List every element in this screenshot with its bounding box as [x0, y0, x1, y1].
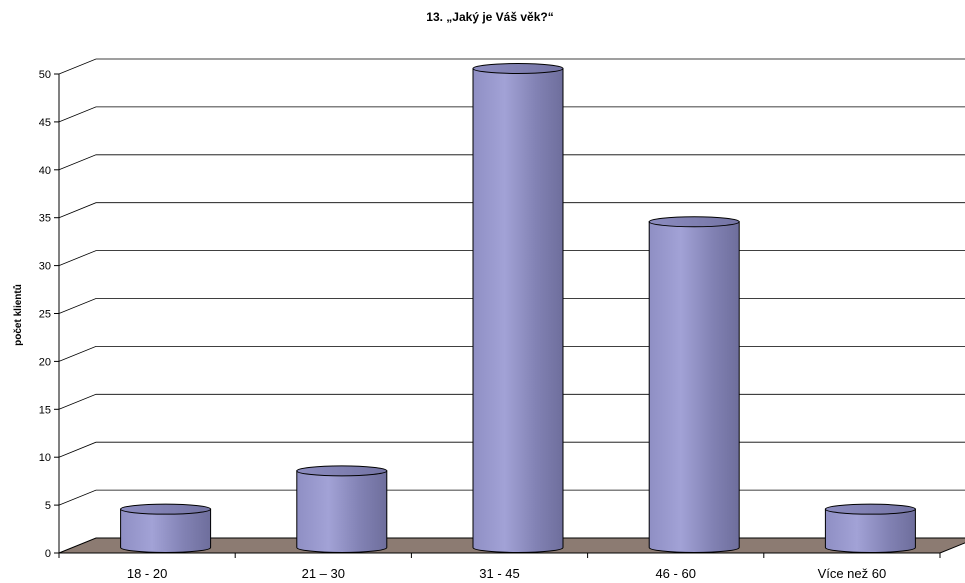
bar [824, 503, 916, 553]
bar-top [472, 63, 564, 74]
gridline [58, 202, 965, 219]
bar-top [648, 216, 740, 228]
y-tick-label: 50 [39, 69, 51, 81]
x-tick-label: 21 – 30 [302, 566, 345, 581]
y-tick-label: 10 [39, 452, 51, 464]
bar-body [472, 68, 564, 553]
bar-top [824, 503, 916, 515]
chart-title: 13. „Jaký je Váš věk?“ [426, 10, 553, 24]
y-tick-label: 40 [39, 165, 51, 177]
y-tick-label: 30 [39, 261, 51, 273]
bar-body [120, 508, 212, 553]
bar [296, 465, 388, 553]
bar-body [296, 470, 388, 553]
x-tick-label: 31 - 45 [479, 566, 519, 581]
bar-top [296, 465, 388, 477]
x-tick-label: 46 - 60 [655, 566, 695, 581]
bar-body [824, 508, 916, 553]
x-tick-label: Více než 60 [818, 566, 887, 581]
y-tick-label: 0 [45, 548, 51, 560]
y-tick-label: 5 [45, 500, 51, 512]
y-tick-label: 35 [39, 213, 51, 225]
y-tick-label: 45 [39, 117, 51, 129]
gridline [58, 106, 965, 123]
x-tick-label: 18 - 20 [127, 566, 167, 581]
gridline [58, 154, 965, 171]
y-tick-label: 25 [39, 309, 51, 321]
bar-body [648, 221, 740, 553]
bar [472, 63, 564, 553]
y-axis-label: počet klientů [12, 284, 24, 346]
bar [120, 503, 212, 553]
y-tick-label: 15 [39, 404, 51, 416]
y-tick-label: 20 [39, 356, 51, 368]
gridline [58, 58, 965, 75]
bar-top [120, 503, 212, 515]
bar [648, 216, 740, 553]
